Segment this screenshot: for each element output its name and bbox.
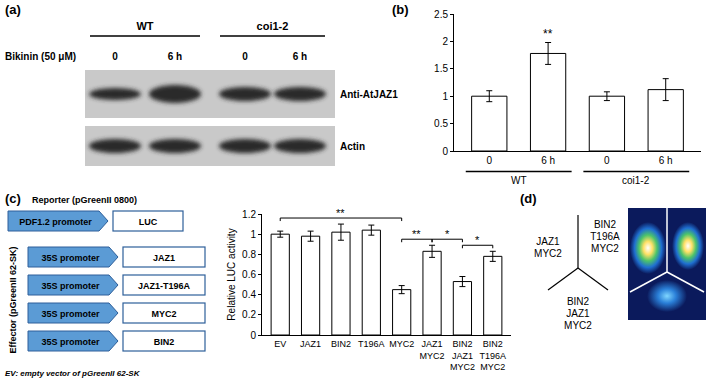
svg-text:1: 1	[442, 91, 448, 102]
svg-text:Actin: Actin	[340, 141, 365, 152]
svg-text:0: 0	[112, 51, 118, 62]
svg-text:0: 0	[604, 155, 610, 166]
svg-text:JAZ1: JAZ1	[153, 253, 175, 263]
svg-text:BIN2T196AMYC2: BIN2T196AMYC2	[480, 339, 507, 372]
svg-text:*: *	[475, 234, 480, 246]
svg-text:Relative LUC activity: Relative LUC activity	[226, 228, 237, 320]
svg-text:0.8: 0.8	[242, 249, 256, 260]
svg-text:**: **	[543, 27, 553, 41]
svg-text:0: 0	[242, 51, 248, 62]
svg-text:35S promoter: 35S promoter	[41, 337, 100, 347]
svg-text:1.5: 1.5	[434, 63, 448, 74]
svg-text:Anti-AtJAZ1: Anti-AtJAZ1	[340, 89, 398, 100]
svg-text:35S promoter: 35S promoter	[41, 253, 100, 263]
svg-text:BIN2: BIN2	[331, 339, 351, 349]
svg-text:Effector (pGreenII 62-SK): Effector (pGreenII 62-SK)	[8, 246, 18, 353]
svg-text:0: 0	[442, 146, 448, 157]
svg-text:2: 2	[442, 36, 448, 47]
svg-text:Reporter (pGreenII 0800): Reporter (pGreenII 0800)	[32, 195, 137, 205]
svg-text:MYC2: MYC2	[389, 339, 414, 349]
svg-text:BIN2: BIN2	[154, 337, 175, 347]
svg-text:0.5: 0.5	[434, 118, 448, 129]
svg-text:(c): (c)	[5, 191, 21, 206]
svg-text:6 h: 6 h	[293, 51, 307, 62]
svg-text:MYC2: MYC2	[151, 309, 176, 319]
svg-text:coi1-2: coi1-2	[257, 20, 289, 32]
svg-text:2.5: 2.5	[434, 9, 448, 20]
svg-text:(d): (d)	[520, 191, 537, 206]
svg-text:35S promoter: 35S promoter	[41, 309, 100, 319]
svg-text:6 h: 6 h	[659, 155, 673, 166]
svg-text:BIN2JAZ1MYC2: BIN2JAZ1MYC2	[450, 339, 475, 372]
svg-text:coi1-2: coi1-2	[622, 175, 650, 186]
svg-text:35S promoter: 35S promoter	[41, 281, 100, 291]
svg-text:BIN2: BIN2	[567, 296, 590, 307]
svg-text:MYC2: MYC2	[591, 243, 619, 254]
svg-text:(b): (b)	[392, 2, 409, 17]
svg-text:Bikinin (50 μM): Bikinin (50 μM)	[5, 51, 76, 62]
svg-text:JAZ1-T196A: JAZ1-T196A	[138, 281, 191, 291]
svg-text:T196A: T196A	[590, 231, 620, 242]
svg-text:**: **	[336, 207, 345, 219]
svg-text:6 h: 6 h	[541, 155, 555, 166]
svg-text:0: 0	[250, 330, 256, 341]
svg-text:WT: WT	[511, 175, 527, 186]
svg-text:0.4: 0.4	[242, 289, 256, 300]
svg-text:1.2: 1.2	[242, 209, 256, 220]
svg-text:6 h: 6 h	[168, 51, 182, 62]
svg-text:EV: EV	[274, 339, 286, 349]
svg-text:JAZ1MYC2: JAZ1MYC2	[420, 339, 445, 361]
svg-text:JAZ1: JAZ1	[566, 308, 590, 319]
svg-text:0.2: 0.2	[242, 309, 256, 320]
svg-text:*: *	[445, 228, 450, 240]
svg-text:PDF1.2 promoter: PDF1.2 promoter	[19, 217, 92, 227]
svg-text:0.6: 0.6	[242, 269, 256, 280]
svg-text:JAZ1: JAZ1	[300, 339, 321, 349]
svg-text:WT: WT	[136, 20, 153, 32]
svg-text:MYC2: MYC2	[564, 320, 592, 331]
svg-text:JAZ1: JAZ1	[536, 236, 560, 247]
svg-text:EV: empty vector of pGreenII 6: EV: empty vector of pGreenII 62-SK	[5, 369, 141, 378]
svg-text:0: 0	[487, 155, 493, 166]
svg-text:(a): (a)	[5, 2, 21, 17]
svg-text:BIN2: BIN2	[594, 219, 617, 230]
svg-text:1: 1	[250, 229, 256, 240]
svg-text:MYC2: MYC2	[534, 248, 562, 259]
svg-text:**: **	[412, 228, 421, 240]
svg-text:T196A: T196A	[358, 339, 385, 349]
svg-text:LUC: LUC	[139, 217, 158, 227]
